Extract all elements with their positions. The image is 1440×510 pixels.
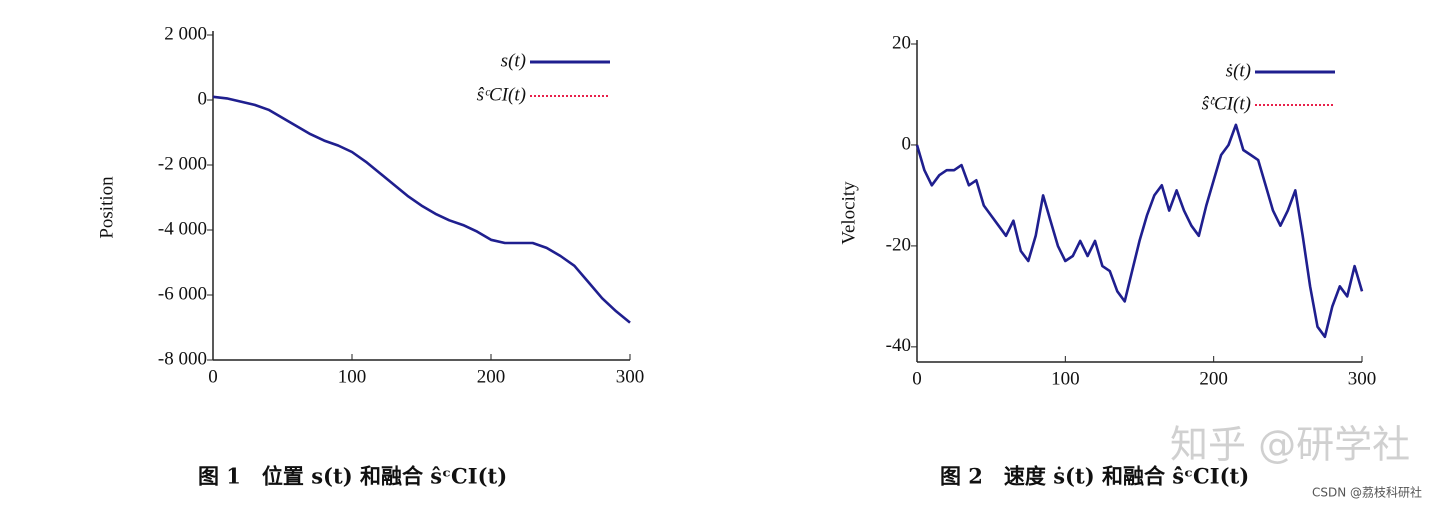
y-tick-label: 2 000	[164, 23, 207, 44]
line-series	[212, 95, 631, 324]
y-axis-label: Position	[96, 176, 117, 239]
y-tick-label: -6 000	[158, 283, 207, 304]
y-tick-label: 0	[902, 133, 912, 154]
y-tick-label: -2 000	[158, 153, 207, 174]
y-tick-label: -20	[886, 234, 911, 255]
x-tick-label: 200	[1199, 368, 1228, 389]
x-tick-label: 200	[477, 366, 506, 387]
y-tick-label: -8 000	[158, 348, 207, 369]
y-tick-label: 0	[198, 88, 208, 109]
y-tick-label: -40	[886, 335, 911, 356]
x-tick-label: 100	[338, 366, 367, 387]
watermark: 知乎 @研学社	[1170, 423, 1410, 467]
x-tick-label: 300	[616, 366, 645, 387]
y-tick-label: -4 000	[158, 218, 207, 239]
credit: CSDN @荔枝科研社	[1312, 485, 1422, 500]
line-series	[916, 123, 1363, 338]
x-tick-label: 0	[912, 368, 922, 389]
y-tick-label: 20	[892, 32, 911, 53]
legend-label: s(t)	[501, 50, 526, 71]
x-tick-label: 100	[1051, 368, 1080, 389]
caption: 图 1 位置 s(t) 和融合 ŝᶜCI(t)	[198, 464, 507, 489]
legend-label: ṡ(t)	[1226, 60, 1251, 81]
legend-label: ŝᶜCI(t)	[477, 84, 526, 105]
x-tick-label: 0	[208, 366, 218, 387]
x-tick-label: 300	[1348, 368, 1377, 389]
caption: 图 2 速度 ṡ(t) 和融合 ŝ̇ᶜCI(t)	[940, 464, 1249, 489]
line-series	[915, 123, 1364, 339]
line-series	[212, 95, 631, 324]
legend-label: ŝ̇ᶜCI(t)	[1202, 93, 1251, 114]
y-axis-label: Velocity	[838, 181, 859, 245]
